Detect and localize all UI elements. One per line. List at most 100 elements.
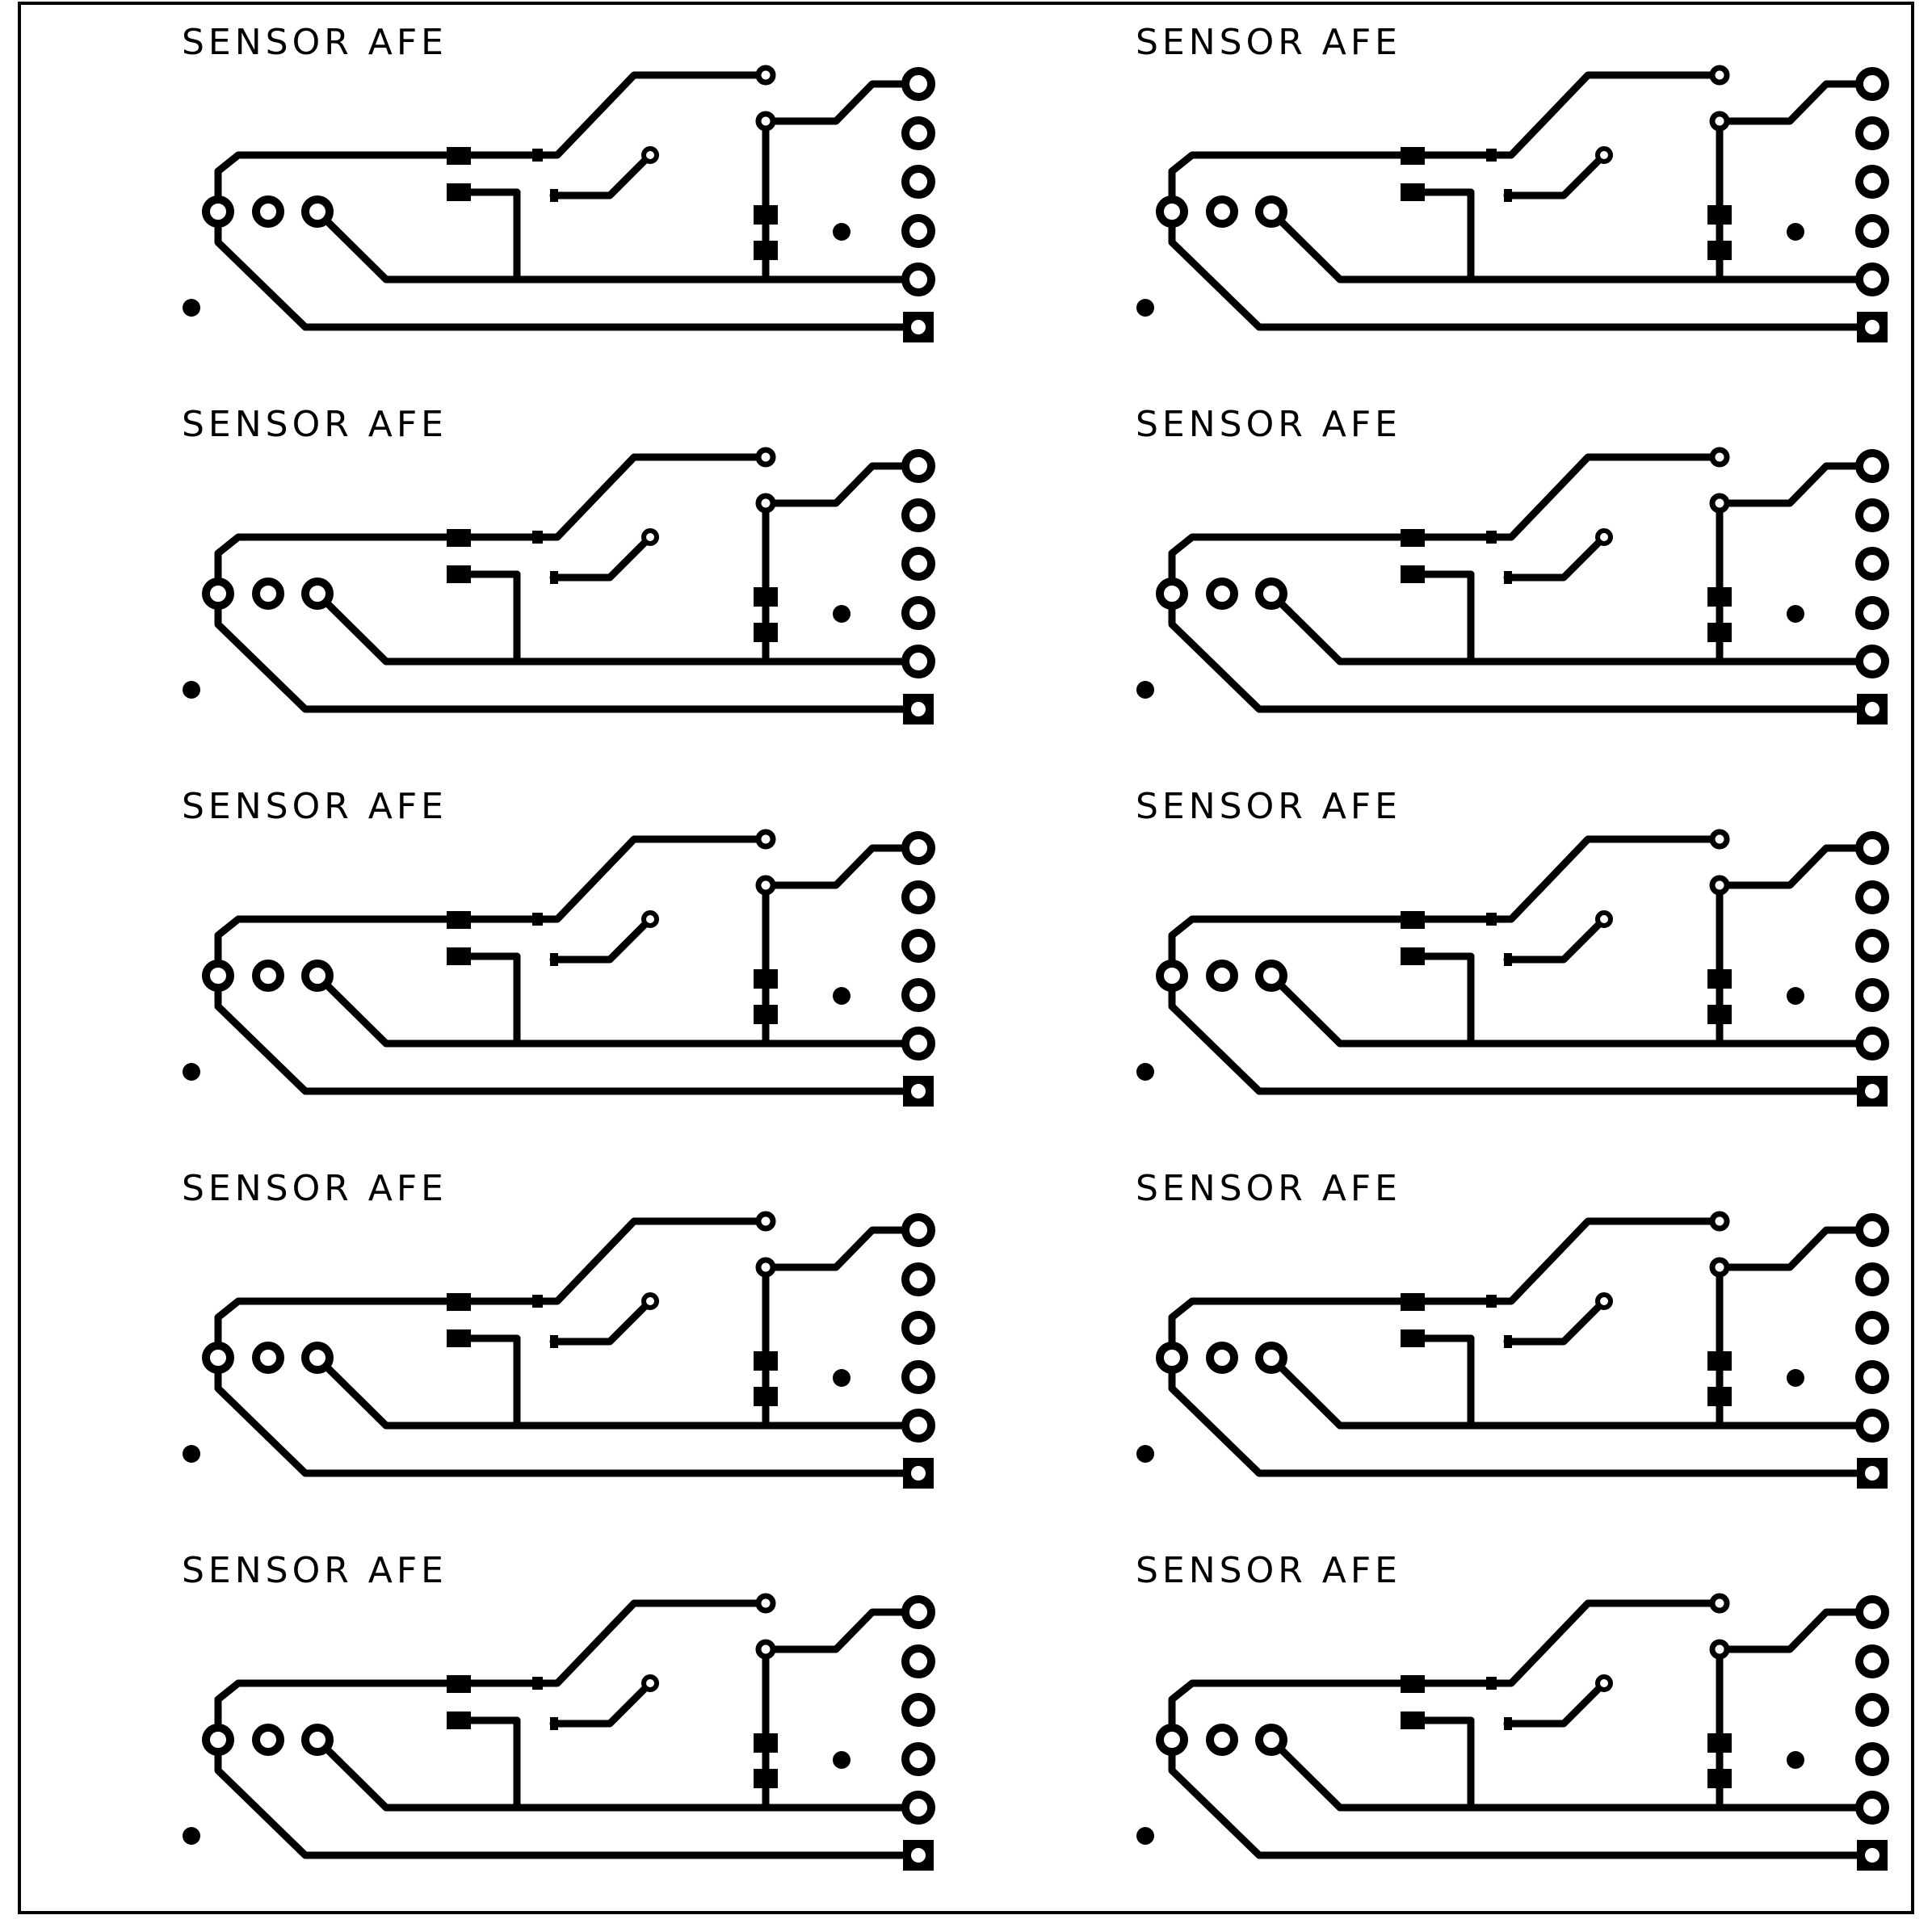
via (755, 1257, 776, 1278)
trace-connector-top (1716, 844, 1876, 889)
connector-pad (901, 1595, 935, 1629)
trace-pin3-to-rail (313, 1736, 922, 1812)
panel-label: SENSOR AFE (182, 786, 447, 827)
connector-pad-hole (911, 1084, 926, 1098)
fiducial-dot (1136, 681, 1154, 699)
trace-connector-top (762, 844, 922, 889)
smd-pad (1707, 1387, 1732, 1406)
sensor-afe-panel: SENSOR AFE (1136, 22, 1889, 342)
connector-pad (1855, 1360, 1889, 1394)
via (1595, 1292, 1613, 1310)
fiducial-dot (833, 1369, 850, 1387)
sensor-afe-panel: SENSOR AFE (182, 1168, 935, 1489)
connector-pad-hole (911, 1848, 926, 1863)
trace-pad-to-via (1503, 915, 1608, 964)
connector-pad (901, 1262, 935, 1296)
via (755, 65, 776, 86)
via (641, 1292, 659, 1310)
panel-label: SENSOR AFE (1136, 786, 1401, 827)
trace-pad-to-via (1503, 1679, 1608, 1728)
fiducial-dot (183, 1445, 200, 1463)
trace-connector-top (1716, 1226, 1876, 1271)
connector-pad (1855, 1791, 1889, 1825)
smd-pad (447, 1329, 471, 1347)
smd-pad (447, 1712, 471, 1729)
through-hole-pad (252, 195, 284, 228)
smd-pad (447, 183, 471, 201)
smd-pad (447, 947, 471, 965)
sensor-afe-panel: SENSOR AFE (1136, 1168, 1889, 1489)
smd-pad (1707, 1733, 1732, 1753)
via (755, 111, 776, 132)
through-hole-pad (1156, 1724, 1188, 1756)
via (755, 829, 776, 850)
through-hole-pad (1156, 1342, 1188, 1374)
via (641, 910, 659, 928)
trace-pin3-to-rail (313, 590, 922, 666)
connector-pad-hole (911, 1466, 926, 1480)
trace-connector-top (762, 80, 922, 125)
smd-pad (1486, 1295, 1497, 1308)
fiducial-dot (1136, 1445, 1154, 1463)
through-hole-pad (202, 578, 234, 610)
through-hole-pad (1206, 960, 1238, 992)
smd-pad (1486, 913, 1497, 926)
connector-pad (1855, 1027, 1889, 1060)
connector-pad (1855, 596, 1889, 630)
via (1595, 528, 1613, 546)
smd-pad (550, 571, 558, 584)
connector-pad-hole (1865, 1848, 1880, 1863)
trace-pin3-to-rail (313, 972, 922, 1048)
trace-pin3-to-rail (1267, 972, 1876, 1048)
sensor-afe-panel: SENSOR AFE (1136, 404, 1889, 724)
connector-pad (1855, 1742, 1889, 1776)
connector-pad (901, 978, 935, 1012)
connector-pad (1855, 831, 1889, 865)
smd-pad (1707, 205, 1732, 225)
trace-pad-to-via (549, 915, 654, 964)
smd-pad (1401, 1329, 1425, 1347)
trace-pad-to-via (549, 151, 654, 200)
smd-pad (1707, 241, 1732, 260)
through-hole-pad (301, 960, 334, 992)
via (1709, 493, 1730, 514)
via (1709, 111, 1730, 132)
connector-pad (901, 645, 935, 678)
smd-pad (1707, 587, 1732, 607)
connector-pad (901, 1027, 935, 1060)
connector-pad (901, 1644, 935, 1678)
via (1709, 1593, 1730, 1614)
fiducial-dot (183, 681, 200, 699)
via (1709, 1257, 1730, 1278)
through-hole-pad (202, 1724, 234, 1756)
trace-connector-top (1716, 1608, 1876, 1653)
trace-connector-top (762, 1226, 922, 1271)
connector-pad (1855, 498, 1889, 532)
sensor-afe-panel: SENSOR AFE (182, 404, 935, 724)
trace-pin3-to-rail (1267, 590, 1876, 666)
through-hole-pad (1206, 578, 1238, 610)
via (755, 1593, 776, 1614)
connector-pad (1855, 1409, 1889, 1443)
trace-connector-top (762, 462, 922, 507)
smd-pad (447, 911, 471, 929)
via (1709, 875, 1730, 896)
smd-pad (1504, 1717, 1512, 1730)
connector-pad (1855, 1311, 1889, 1345)
through-hole-pad (1255, 960, 1287, 992)
trace-pad-to-via (549, 1297, 654, 1346)
smd-pad (1401, 911, 1425, 929)
trace-connector-top (762, 1608, 922, 1653)
smd-pad (532, 913, 543, 926)
connector-pad (1855, 1693, 1889, 1727)
via (755, 1211, 776, 1232)
connector-pad (901, 116, 935, 150)
connector-pad-hole (1865, 1466, 1880, 1480)
connector-pad (901, 214, 935, 248)
through-hole-pad (1156, 195, 1188, 228)
smd-pad (1707, 623, 1732, 642)
through-hole-pad (252, 960, 284, 992)
smd-pad (550, 189, 558, 202)
connector-pad (1855, 449, 1889, 483)
